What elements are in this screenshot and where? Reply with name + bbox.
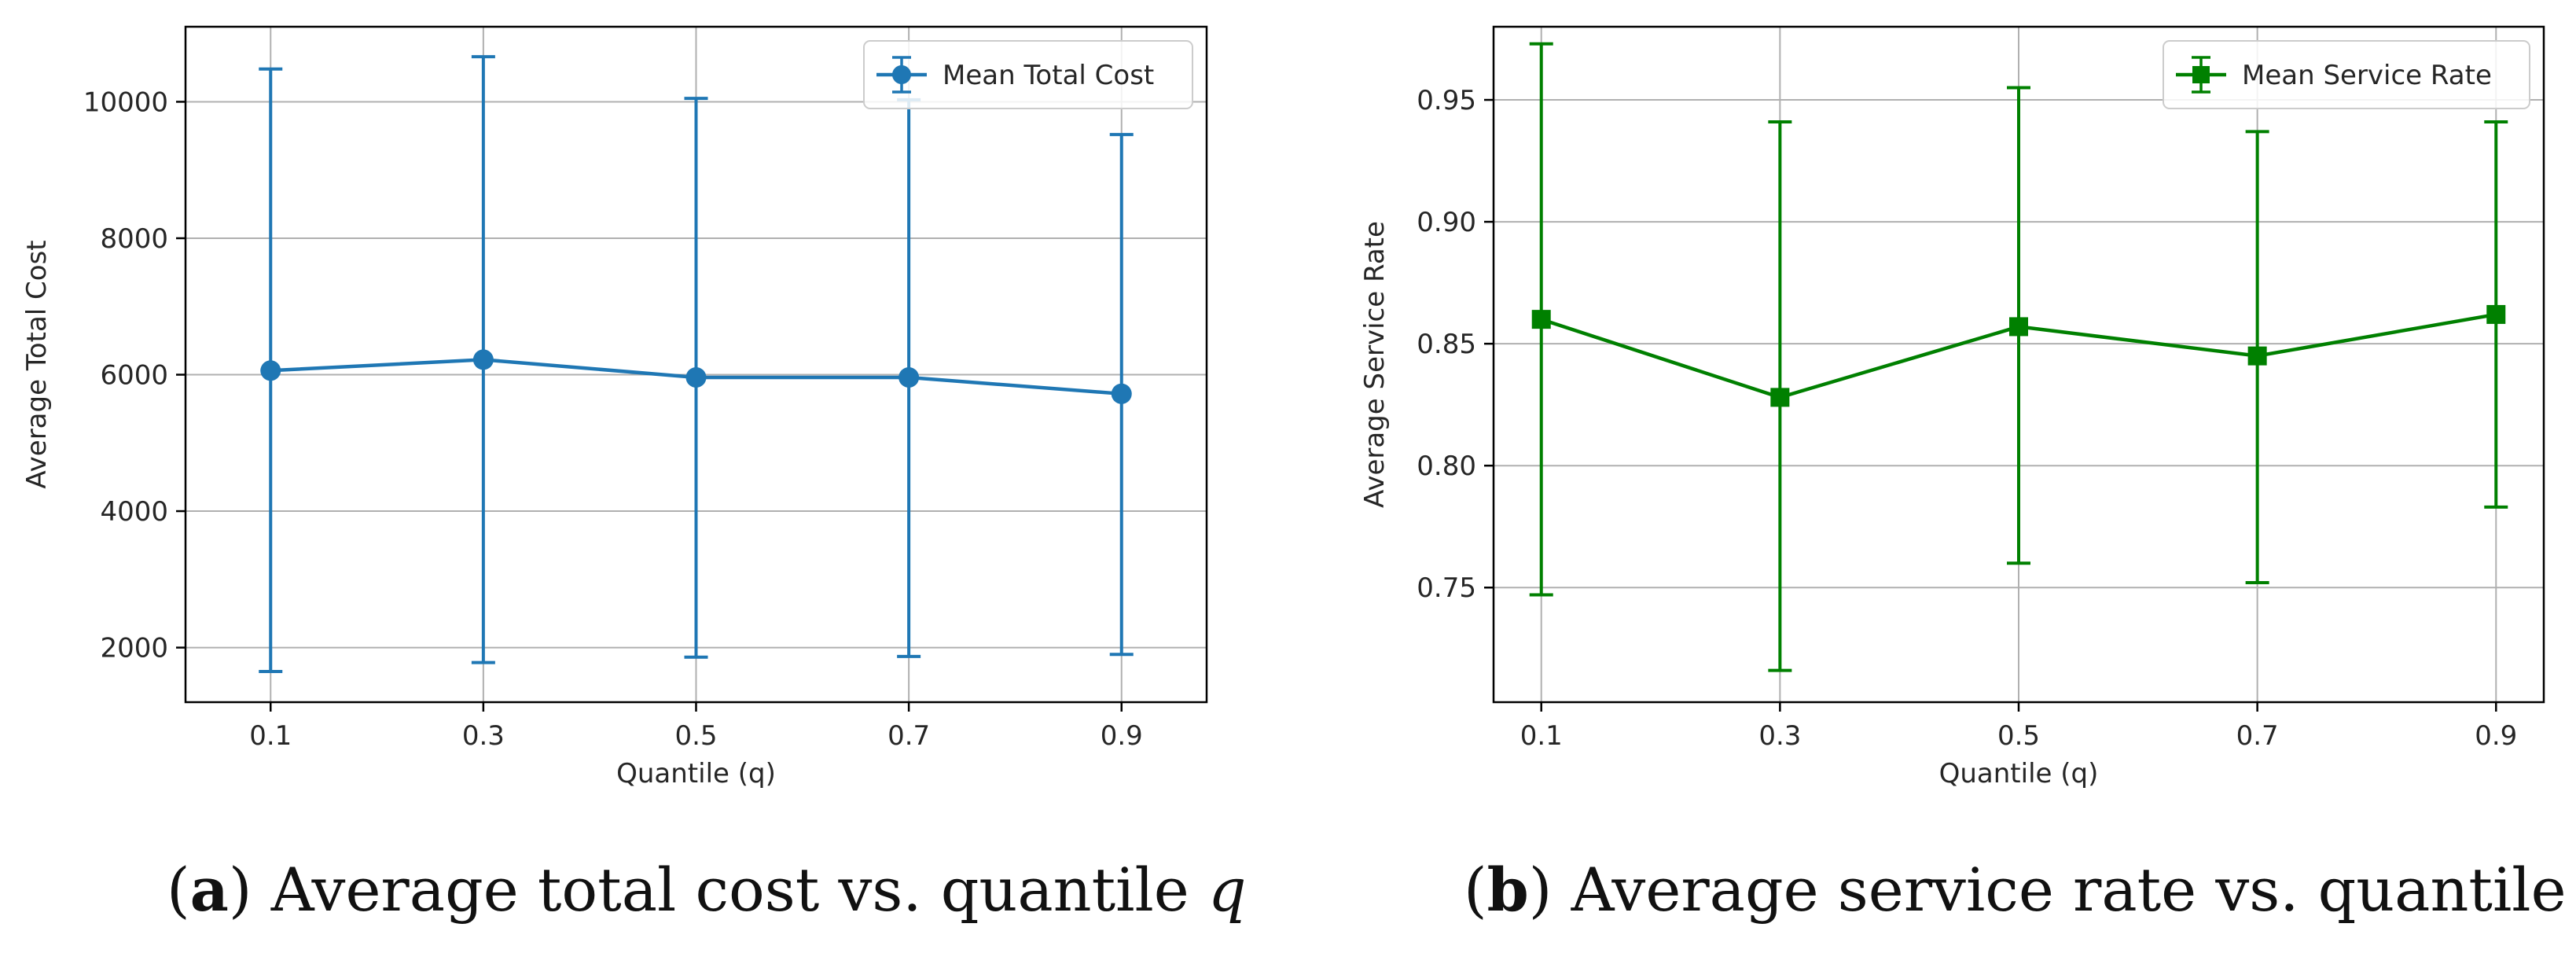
chart-b-service-rate: 0.1 0.3 0.5 0.7 0.9 0.75 0.80 0.85 0.90 0.95 Quant… <box>1359 25 2545 789</box>
data-point <box>898 366 920 388</box>
x-tick-label: 0.9 <box>1101 720 1143 752</box>
data-point <box>1531 310 1551 329</box>
legend-box <box>2163 40 2530 109</box>
caption-a-var: q <box>1208 855 1247 925</box>
legend-box <box>863 40 1193 109</box>
x-tick-label: 0.7 <box>2236 720 2279 752</box>
data-point <box>2009 317 2028 337</box>
y-tick-label: 0.95 <box>1417 85 1476 116</box>
caption-a-label: a <box>190 855 229 925</box>
y-tick-label: 2000 <box>100 633 168 664</box>
data-point <box>685 366 707 388</box>
x-tick-label: 0.7 <box>887 720 930 752</box>
y-tick-label: 0.75 <box>1417 572 1476 604</box>
y-tick-label: 4000 <box>100 496 168 528</box>
data-point <box>2247 346 2267 366</box>
y-axis-label: Average Total Cost <box>21 240 53 488</box>
x-tick-label: 0.1 <box>249 720 292 752</box>
x-axis-label: Quantile (q) <box>616 758 776 789</box>
x-tick-label: 0.3 <box>462 720 505 752</box>
legend: Mean Service Rate <box>2163 40 2530 109</box>
x-axis-label: Quantile (q) <box>1939 758 2099 789</box>
legend-marker <box>892 65 911 84</box>
x-tick-label: 0.1 <box>1520 720 1563 752</box>
y-tick-label: 0.85 <box>1417 329 1476 360</box>
caption-b-label: b <box>1487 855 1529 925</box>
data-point <box>1770 388 1790 407</box>
y-tick-label: 0.90 <box>1417 207 1476 238</box>
y-tick-label: 6000 <box>100 360 168 392</box>
x-tick-label: 0.3 <box>1758 720 1801 752</box>
data-point <box>2486 304 2506 324</box>
y-tick-label: 8000 <box>100 223 168 255</box>
x-tick-label: 0.9 <box>2475 720 2517 752</box>
legend: Mean Total Cost <box>863 40 1193 109</box>
x-tick-label: 0.5 <box>1997 720 2040 752</box>
data-point <box>260 360 281 381</box>
caption-a: (a) Average total cost vs. quantile q <box>167 855 1247 925</box>
legend-label: Mean Service Rate <box>2242 60 2492 91</box>
caption-a-text: Average total cost vs. quantile <box>270 855 1208 925</box>
legend-label: Mean Total Cost <box>943 60 1154 91</box>
chart-a-total-cost: 0.1 0.3 0.5 0.7 0.9 2000 4000 6000 8000 10000 Quan… <box>21 25 1208 789</box>
x-tick-label: 0.5 <box>674 720 717 752</box>
caption-b-text: Average service rate vs. quantile <box>1571 855 2576 925</box>
legend-marker <box>2192 66 2210 83</box>
data-point <box>472 349 494 370</box>
y-tick-label: 0.80 <box>1417 451 1476 482</box>
data-point <box>1111 383 1132 404</box>
y-axis-label: Average Service Rate <box>1359 221 1391 508</box>
caption-b: (b) Average service rate vs. quantile q <box>1464 855 2576 925</box>
y-tick-label: 10000 <box>83 86 168 118</box>
